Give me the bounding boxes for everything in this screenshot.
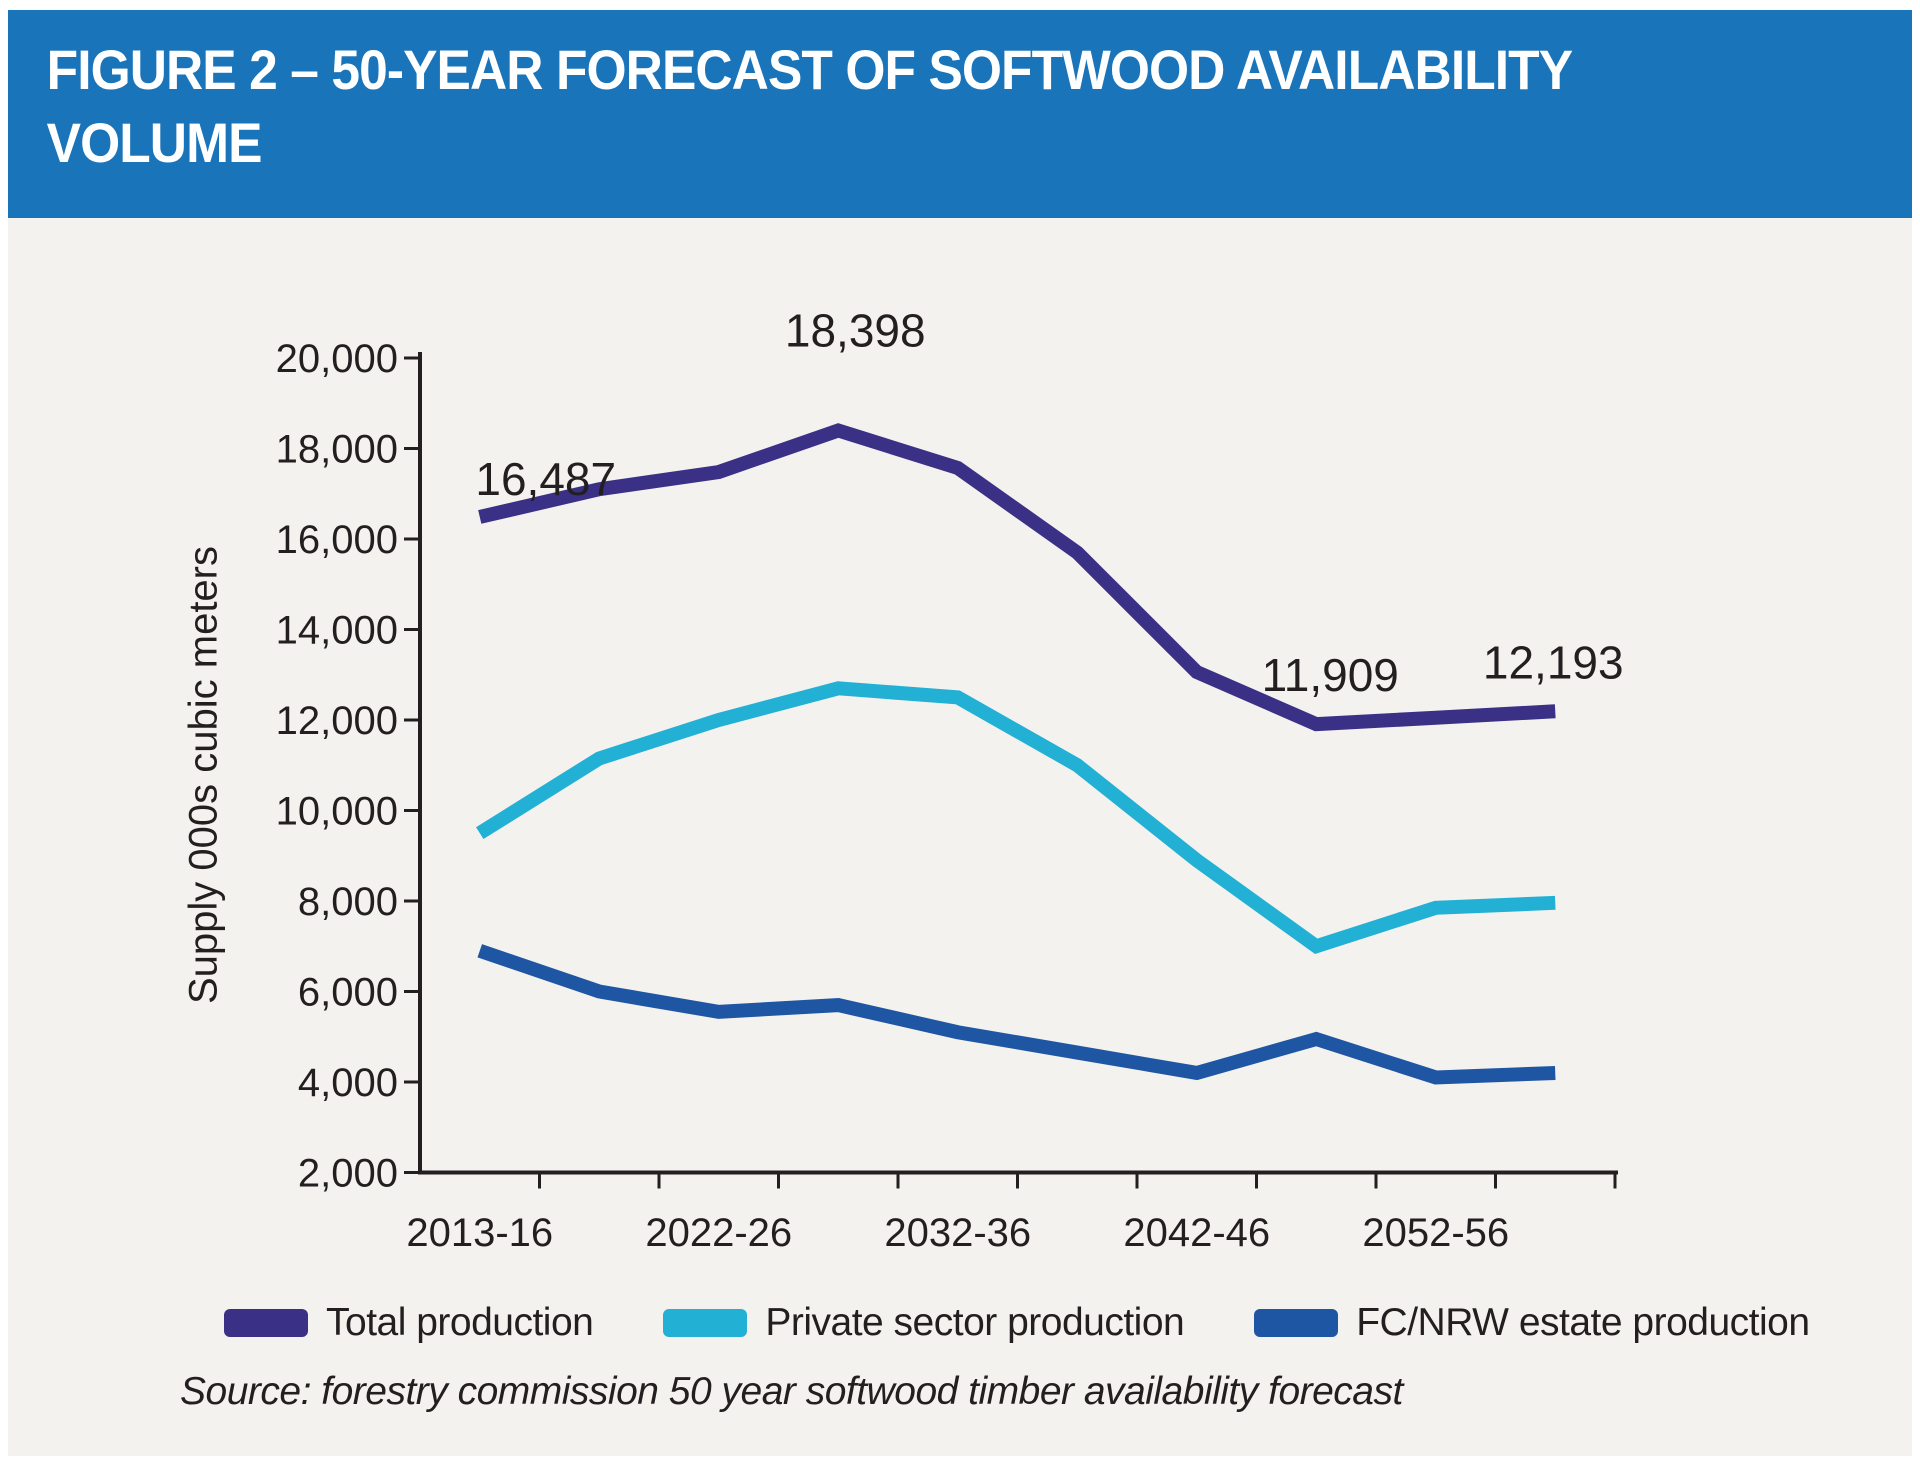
x-tick-label: 2022-26 [645,1211,792,1255]
legend-item-total-production: Total production [224,1301,594,1345]
y-tick-label: 14,000 [276,609,398,653]
legend-swatch [663,1309,748,1337]
legend-label: Private sector production [765,1301,1185,1344]
chart-legend: Total production Private sector productio… [224,1301,1810,1345]
axes [418,352,1618,1175]
data-label: 16,487 [475,453,616,505]
figure-title: FIGURE 2 – 50-YEAR FORECAST OF SOFTWOOD … [8,10,1760,180]
y-tick-label: 16,000 [276,518,398,562]
figure-header: FIGURE 2 – 50-YEAR FORECAST OF SOFTWOOD … [8,10,1912,218]
y-tick-label: 12,000 [276,699,398,743]
source-note: Source: forestry commission 50 year soft… [180,1370,1403,1413]
legend-item-fc-nrw-estate-production: FC/NRW estate production [1254,1301,1810,1345]
series-line-total-production [478,423,1556,732]
legend-swatch [1254,1309,1339,1337]
data-label: 18,398 [785,304,926,356]
figure-panel: FIGURE 2 – 50-YEAR FORECAST OF SOFTWOOD … [8,10,1912,1456]
y-tick-label: 4,000 [298,1061,398,1105]
x-tick-label: 2042-46 [1123,1211,1270,1255]
y-tick-label: 2,000 [298,1152,398,1196]
data-label: 11,909 [1262,649,1399,701]
y-tick-label: 18,000 [276,428,398,472]
legend-swatch [224,1309,308,1337]
data-label: 12,193 [1483,636,1624,688]
y-tick-label: 20,000 [276,337,398,381]
series-line-fc-nrw-estate-production [477,944,1556,1085]
y-tick-label: 6,000 [298,971,398,1015]
series-line-private-sector-production [476,681,1556,954]
y-tick-label: 8,000 [298,880,398,924]
y-tick-label: 10,000 [276,790,398,834]
x-tick-label: 2032-36 [884,1211,1031,1255]
figure-title-line2: VOLUME [46,110,263,174]
legend-label: FC/NRW estate production [1356,1301,1810,1344]
legend-item-private-sector-production: Private sector production [663,1301,1185,1345]
figure-title-line1: FIGURE 2 – 50-YEAR FORECAST OF SOFTWOOD … [46,38,1573,101]
x-tick-label: 2052-56 [1362,1211,1509,1255]
legend-label: Total production [326,1301,594,1344]
x-tick-label: 2013-16 [406,1211,553,1255]
